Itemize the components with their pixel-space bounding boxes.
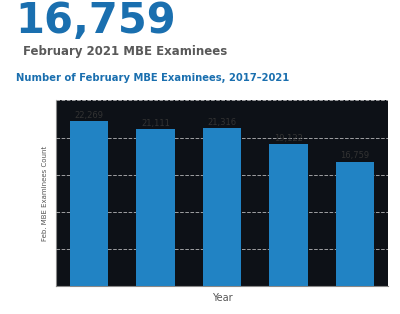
Y-axis label: Feb. MBE Examinees Count: Feb. MBE Examinees Count — [42, 145, 48, 241]
Text: 21,111: 21,111 — [141, 119, 170, 128]
Text: 19,122: 19,122 — [274, 134, 303, 143]
Text: 16,759: 16,759 — [340, 151, 369, 160]
X-axis label: Year: Year — [212, 293, 232, 303]
Text: February 2021 MBE Examinees: February 2021 MBE Examinees — [23, 45, 228, 58]
Bar — [269, 144, 308, 286]
Bar — [336, 161, 374, 286]
Bar — [136, 129, 175, 286]
Text: Number of February MBE Examinees, 2017–2021: Number of February MBE Examinees, 2017–2… — [16, 73, 289, 84]
Text: 21,316: 21,316 — [208, 118, 236, 127]
Bar — [203, 128, 241, 286]
Bar — [70, 121, 108, 286]
Text: 16,759: 16,759 — [16, 0, 176, 42]
Text: 22,269: 22,269 — [75, 111, 104, 120]
